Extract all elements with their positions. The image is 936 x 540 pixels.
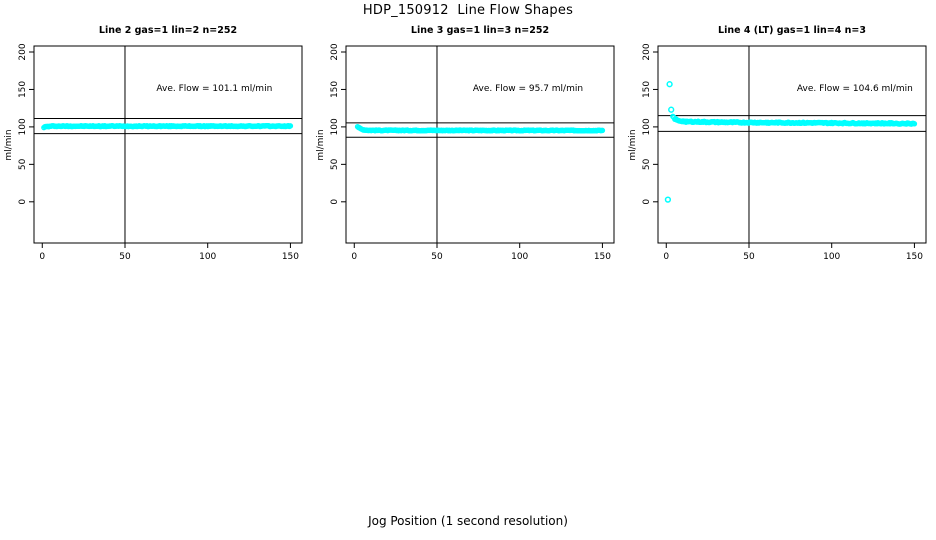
ave-flow-annotation: Ave. Flow = 95.7 ml/min	[473, 84, 583, 94]
x-tick-label: 100	[823, 252, 840, 262]
y-tick-label: 150	[330, 81, 340, 98]
plot-box	[657, 45, 927, 244]
panel-line-2: Line 2 gas=1 lin=2 n=252 0 50 100 150 0 50 100 1…	[0, 0, 312, 270]
x-tick-label: 50	[743, 252, 755, 262]
y-tick-label: 100	[18, 118, 28, 135]
x-tick-label: 50	[119, 252, 131, 262]
y-tick-label: 150	[642, 81, 652, 98]
flow-point	[599, 127, 606, 134]
plot-svg-0: Line 2 gas=1 lin=2 n=252 0 50 100 150 0 50 100 1…	[4, 25, 303, 262]
y-tick-label: 150	[18, 81, 28, 98]
flow-point	[287, 123, 294, 129]
y-tick-label: 0	[642, 199, 652, 205]
ave-flow-annotation: Ave. Flow = 101.1 ml/min	[156, 84, 272, 94]
flow-data-points	[354, 123, 606, 134]
y-tick-label: 200	[642, 43, 652, 60]
panel-line-3: Line 3 gas=1 lin=3 n=252 0 50 100 150 0 50 100 1…	[312, 0, 624, 270]
x-tick-label: 100	[199, 252, 216, 262]
x-tick-label: 100	[511, 252, 528, 262]
y-tick-label: 50	[18, 158, 28, 170]
x-tick-label: 0	[39, 252, 45, 262]
figure-title: HDP_150912 Line Flow Shapes	[362, 3, 574, 18]
flow-data-points	[41, 122, 294, 131]
y-tick-label: 50	[330, 158, 340, 170]
panel-title: Line 3 gas=1 lin=3 n=252	[411, 25, 549, 36]
x-tick-label: 150	[906, 252, 923, 262]
panel-title: Line 4 (LT) gas=1 lin=4 n=3	[718, 25, 866, 36]
y-axis-title: ml/min	[628, 129, 638, 160]
x-tick-label: 50	[431, 252, 443, 262]
x-tick-label: 150	[594, 252, 611, 262]
panel-line-4: Line 4 (LT) gas=1 lin=4 n=3 0 50 100 150 0 50 1…	[624, 0, 936, 270]
outlier-point	[668, 106, 675, 113]
y-tick-label: 0	[18, 199, 28, 205]
y-tick-label: 100	[330, 118, 340, 135]
plot-box	[33, 45, 303, 244]
y-tick-label: 0	[330, 199, 340, 205]
plot-svg-1: Line 3 gas=1 lin=3 n=252 0 50 100 150 0 50 100 1…	[316, 25, 615, 262]
panel-title: Line 2 gas=1 lin=2 n=252	[99, 25, 237, 36]
y-tick-label: 100	[642, 118, 652, 135]
x-tick-label: 150	[282, 252, 299, 262]
flow-point	[911, 121, 918, 127]
y-tick-label: 50	[642, 158, 652, 170]
x-tick-label: 0	[663, 252, 669, 262]
ave-flow-annotation: Ave. Flow = 104.6 ml/min	[797, 84, 913, 94]
outlier-point	[666, 81, 673, 88]
x-tick-label: 0	[351, 252, 357, 262]
figure-x-axis-label: Jog Position (1 second resolution)	[368, 514, 568, 528]
y-axis-title: ml/min	[316, 129, 326, 160]
plot-svg-2: Line 4 (LT) gas=1 lin=4 n=3 0 50 100 150 0 50 1…	[628, 25, 927, 262]
outlier-point	[664, 196, 672, 203]
y-tick-label: 200	[18, 43, 28, 60]
plot-box	[345, 45, 615, 244]
flow-data-points	[664, 81, 918, 203]
y-tick-label: 200	[330, 43, 340, 60]
y-axis-title: ml/min	[4, 129, 14, 160]
